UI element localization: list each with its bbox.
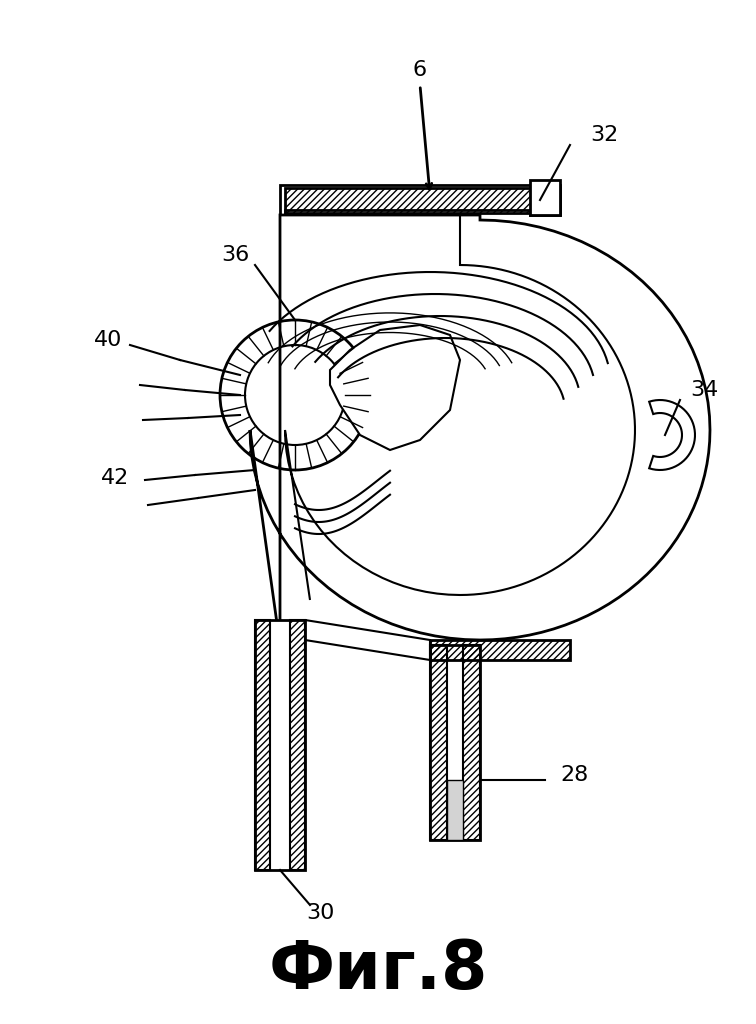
Polygon shape (430, 645, 480, 840)
Polygon shape (447, 780, 463, 840)
Text: 34: 34 (690, 380, 718, 400)
Polygon shape (255, 620, 305, 870)
Polygon shape (649, 400, 695, 470)
Text: 40: 40 (94, 330, 122, 350)
Polygon shape (250, 215, 710, 645)
Text: 28: 28 (560, 765, 588, 785)
Text: 6: 6 (413, 60, 427, 80)
Polygon shape (280, 185, 560, 215)
Text: 32: 32 (590, 125, 618, 145)
Polygon shape (530, 180, 560, 215)
Text: 42: 42 (101, 468, 129, 488)
Text: 30: 30 (306, 903, 334, 923)
Polygon shape (330, 325, 460, 450)
Text: Фиг.8: Фиг.8 (268, 937, 488, 1002)
Text: 36: 36 (221, 245, 249, 265)
